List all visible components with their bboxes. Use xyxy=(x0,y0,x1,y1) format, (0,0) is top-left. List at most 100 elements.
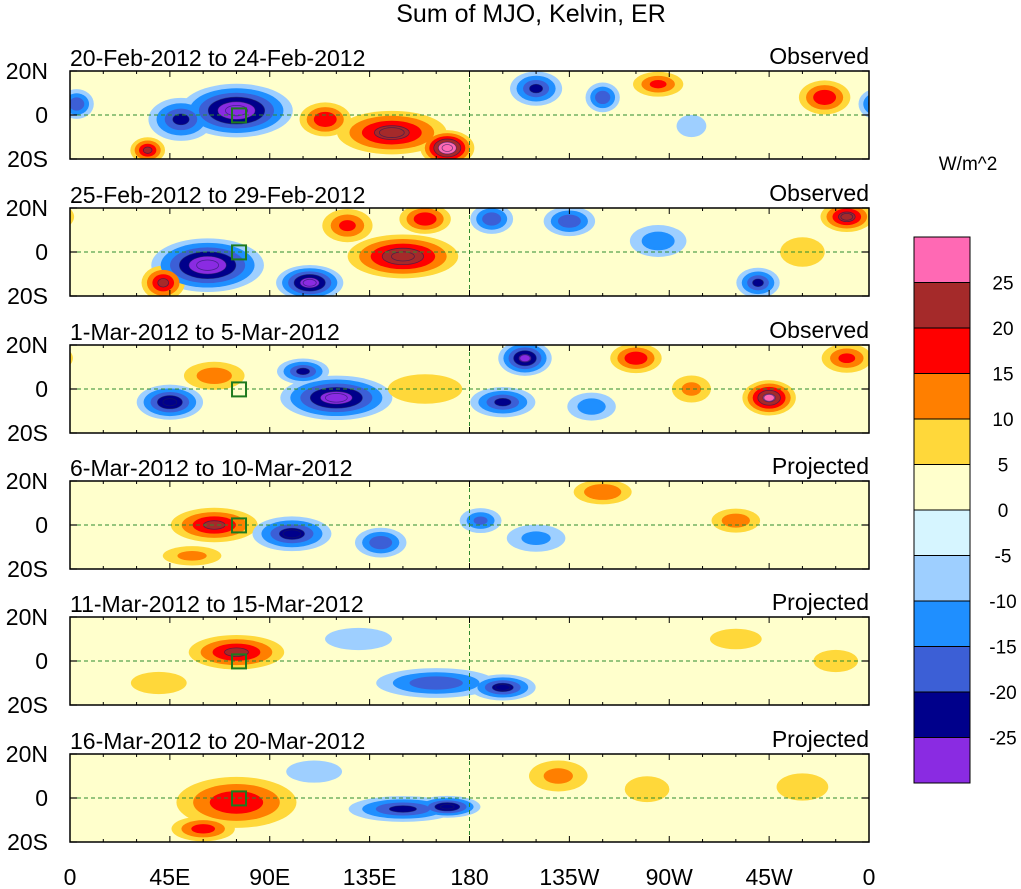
anomaly-contour xyxy=(817,92,832,103)
anomaly-contour xyxy=(401,379,449,399)
anomaly-contour xyxy=(970,816,1021,841)
anomaly-contour xyxy=(543,768,573,784)
anomaly-field xyxy=(70,345,869,421)
anomaly-contour xyxy=(581,400,602,413)
colorbar-swatch xyxy=(913,509,971,556)
x-tick-label: 0 xyxy=(863,864,876,889)
anomaly-contour xyxy=(840,212,854,221)
anomaly-contour xyxy=(998,93,1021,129)
anomaly-contour xyxy=(633,781,662,798)
panel-date-range: 1-Mar-2012 to 5-Mar-2012 xyxy=(70,319,340,345)
colorbar: 25 20 15 10 5 0 -5 -10 -15 -20 -25 xyxy=(913,236,1017,784)
panels: 20N 0 20S 20-Feb-2012 to 24-Feb-2012 Observe… xyxy=(0,43,1021,855)
y-tick-label: 20S xyxy=(7,556,48,582)
region-box xyxy=(231,381,248,398)
anomaly-contour xyxy=(373,538,388,547)
anomaly-contour xyxy=(318,114,333,125)
region-box xyxy=(231,653,248,670)
anomaly-contour xyxy=(868,100,869,108)
anomaly-contour xyxy=(494,684,511,691)
y-tick-label: 20N xyxy=(6,332,48,358)
anomaly-contour xyxy=(324,393,348,403)
anomaly-contour xyxy=(0,237,26,267)
anomaly-contour xyxy=(597,93,608,102)
anomaly-contour xyxy=(296,764,332,779)
panel-date-range: 16-Mar-2012 to 20-Mar-2012 xyxy=(70,728,365,754)
anomaly-contour xyxy=(302,278,317,287)
panel-2: 20N 0 20S 25-Feb-2012 to 29-Feb-2012 Observe… xyxy=(0,180,1018,309)
anomaly-contour xyxy=(485,214,498,224)
anomaly-contour xyxy=(225,104,248,117)
anomaly-contour xyxy=(990,824,1014,833)
colorbar-swatch xyxy=(913,464,971,511)
anomaly-contour xyxy=(521,531,551,545)
y-tick-label: 20S xyxy=(7,420,48,446)
anomaly-contour xyxy=(141,676,177,690)
anomaly-contour xyxy=(992,784,1021,821)
anomaly-contour xyxy=(417,214,433,224)
anomaly-contour xyxy=(752,278,764,287)
colorbar-label: 0 xyxy=(998,501,1009,522)
y-tick-label: 20S xyxy=(7,146,48,172)
panel-status-label: Projected xyxy=(772,726,869,752)
colorbar-swatch xyxy=(913,691,971,738)
anomaly-contour xyxy=(942,147,951,153)
anomaly-contour xyxy=(947,98,1012,141)
panel-status-label: Observed xyxy=(769,43,869,69)
y-tick-label: 0 xyxy=(35,239,48,265)
anomaly-contour xyxy=(970,508,1021,542)
x-tick-label: 45E xyxy=(149,864,190,889)
colorbar-label: -25 xyxy=(989,729,1016,750)
panel-date-range: 11-Mar-2012 to 15-Mar-2012 xyxy=(70,591,364,617)
anomaly-contour xyxy=(529,83,543,94)
region-box xyxy=(231,517,248,534)
x-axis: 0 45E 90E 135E 180 135W 90W 45W 0 xyxy=(64,864,876,889)
anomaly-contour xyxy=(956,103,1005,135)
panel-3: 20N 0 20S 1-Mar-2012 to 5-Mar-2012 Observed xyxy=(6,317,870,446)
anomaly-contour xyxy=(196,259,219,271)
y-tick-label: 20N xyxy=(6,604,48,630)
chart-title: Sum of MJO, Kelvin, ER xyxy=(396,0,666,28)
anomaly-contour xyxy=(863,94,869,114)
panel-date-range: 6-Mar-2012 to 10-Mar-2012 xyxy=(70,455,353,481)
colorbar-label: -5 xyxy=(995,547,1012,568)
anomaly-contour xyxy=(391,251,415,262)
anomaly-field xyxy=(171,760,1021,842)
anomaly-contour xyxy=(0,243,17,261)
panel-status-label: Projected xyxy=(772,589,869,615)
y-tick-label: 0 xyxy=(35,785,48,811)
x-tick-label: 45W xyxy=(745,864,793,889)
colorbar-label: 25 xyxy=(992,274,1013,295)
anomaly-contour xyxy=(177,550,207,561)
x-tick-label: 180 xyxy=(450,864,488,889)
colorbar-label: -20 xyxy=(989,683,1016,704)
anomaly-contour xyxy=(725,515,746,526)
anomaly-contour xyxy=(337,632,380,646)
anomaly-contour xyxy=(441,144,453,152)
anomaly-contour xyxy=(296,367,310,376)
colorbar-label: 20 xyxy=(992,319,1013,340)
anomaly-contour xyxy=(996,260,1018,270)
anomaly-contour xyxy=(714,630,758,648)
anomaly-contour xyxy=(838,353,856,364)
anomaly-contour xyxy=(646,234,670,248)
colorbar-label: -15 xyxy=(989,638,1016,659)
anomaly-contour xyxy=(1009,791,1021,814)
anomaly-contour xyxy=(70,208,75,225)
y-tick-label: 20N xyxy=(6,468,48,494)
anomaly-contour xyxy=(439,804,455,810)
anomaly-contour xyxy=(1007,97,1021,124)
panel-date-range: 20-Feb-2012 to 24-Feb-2012 xyxy=(70,45,365,71)
colorbar-swatch xyxy=(913,373,971,420)
x-tick-label: 135E xyxy=(343,864,397,889)
colorbar-label: 10 xyxy=(992,410,1013,431)
y-tick-label: 0 xyxy=(35,376,48,402)
anomaly-contour xyxy=(989,88,1021,133)
region-box xyxy=(231,107,248,124)
colorbar-label: -10 xyxy=(989,592,1016,613)
y-tick-label: 20N xyxy=(6,58,48,84)
anomaly-contour xyxy=(975,777,1021,828)
colorbar-label: 15 xyxy=(992,365,1013,386)
colorbar-units: W/m^2 xyxy=(939,154,998,175)
